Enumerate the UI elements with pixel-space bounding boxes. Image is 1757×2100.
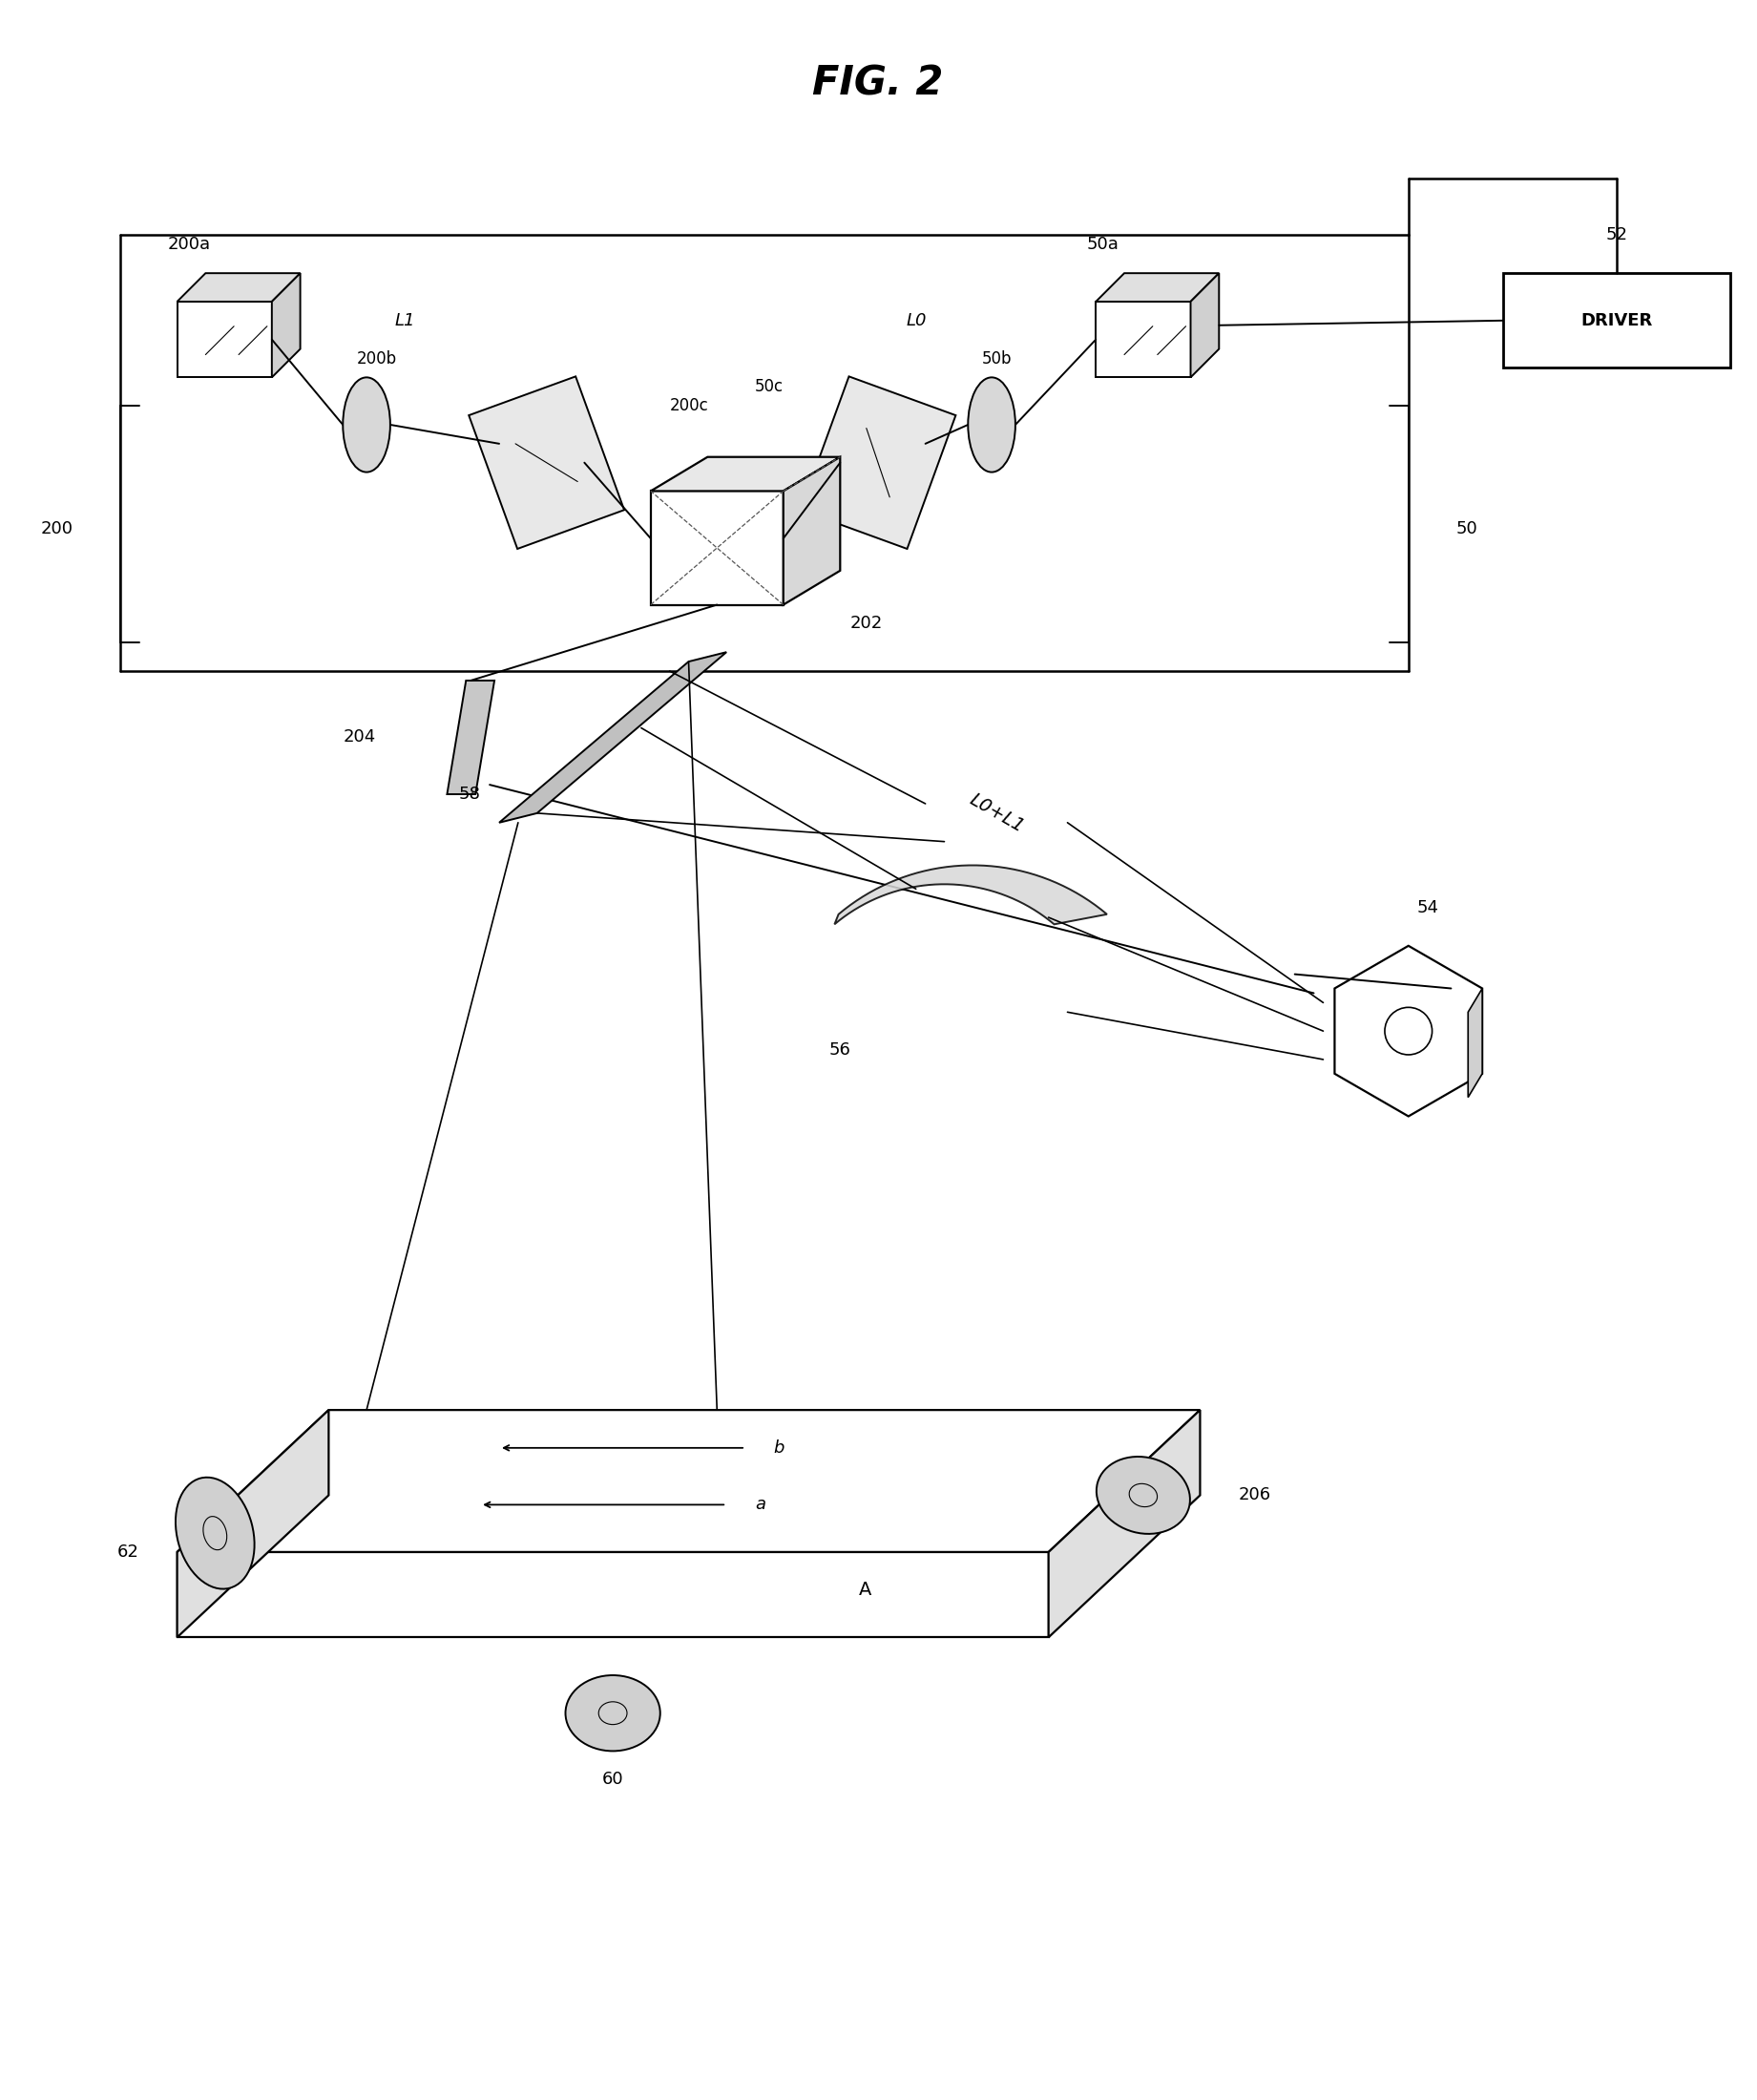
Ellipse shape [968, 378, 1016, 472]
Text: DRIVER: DRIVER [1581, 313, 1653, 330]
Text: 200c: 200c [669, 397, 708, 414]
Text: 50a: 50a [1086, 235, 1119, 254]
Polygon shape [499, 653, 726, 823]
Text: 200a: 200a [167, 235, 211, 254]
Ellipse shape [176, 1478, 255, 1590]
Text: A: A [859, 1581, 871, 1598]
Text: 200b: 200b [357, 351, 397, 368]
Text: 58: 58 [459, 785, 480, 802]
Polygon shape [1504, 273, 1731, 368]
Ellipse shape [343, 378, 390, 472]
Polygon shape [446, 680, 494, 794]
Text: L1: L1 [395, 313, 415, 330]
Text: 50c: 50c [754, 378, 784, 395]
Text: L0: L0 [907, 313, 928, 330]
Polygon shape [650, 458, 840, 491]
Text: 60: 60 [603, 1770, 624, 1787]
Text: 56: 56 [829, 1042, 850, 1058]
Ellipse shape [1096, 1457, 1189, 1533]
Polygon shape [469, 376, 624, 548]
Polygon shape [177, 302, 272, 378]
Polygon shape [1469, 989, 1483, 1098]
Polygon shape [177, 273, 300, 302]
Text: a: a [756, 1495, 766, 1514]
Ellipse shape [566, 1676, 661, 1751]
Polygon shape [650, 491, 784, 605]
Text: 50b: 50b [982, 351, 1012, 368]
Polygon shape [177, 1409, 1200, 1552]
Polygon shape [835, 865, 1107, 924]
Polygon shape [784, 458, 840, 605]
Polygon shape [1049, 1409, 1200, 1638]
Text: 202: 202 [850, 615, 882, 632]
Text: 206: 206 [1239, 1487, 1270, 1504]
Text: L0+L1: L0+L1 [966, 790, 1026, 836]
Text: 204: 204 [343, 729, 376, 746]
Text: 50: 50 [1457, 521, 1478, 538]
Text: b: b [773, 1439, 785, 1457]
Polygon shape [177, 1552, 1049, 1638]
Ellipse shape [599, 1701, 627, 1724]
Text: 52: 52 [1606, 227, 1627, 244]
Polygon shape [177, 1409, 329, 1638]
Text: 200: 200 [40, 521, 74, 538]
Ellipse shape [1130, 1485, 1158, 1508]
Polygon shape [1096, 302, 1191, 378]
Polygon shape [272, 273, 300, 378]
Circle shape [1385, 1008, 1432, 1054]
Text: 62: 62 [118, 1544, 139, 1560]
Text: FIG. 2: FIG. 2 [812, 63, 944, 103]
Polygon shape [1096, 273, 1219, 302]
Polygon shape [1335, 945, 1483, 1117]
Polygon shape [1191, 273, 1219, 378]
Polygon shape [801, 376, 956, 548]
Text: 54: 54 [1416, 899, 1439, 916]
Ellipse shape [204, 1516, 227, 1550]
